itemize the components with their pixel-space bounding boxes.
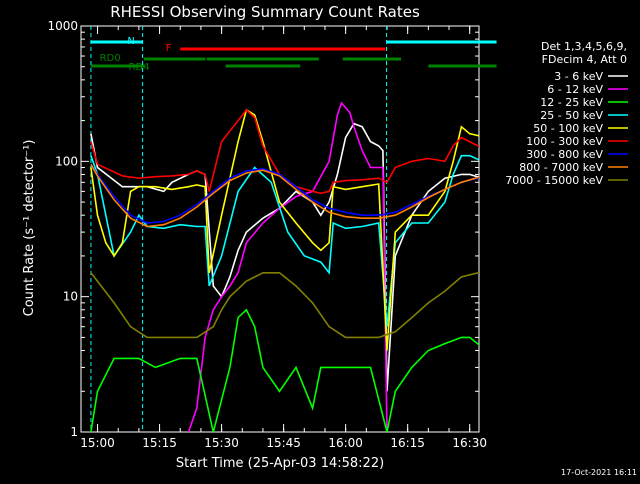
y-tick-label: 10 bbox=[63, 290, 78, 304]
x-axis-label: Start Time (25-Apr-03 14:58:22) bbox=[176, 456, 384, 471]
series-line-4 bbox=[90, 108, 479, 351]
y-tick-label: 100 bbox=[55, 154, 78, 168]
series-line-2 bbox=[90, 308, 479, 432]
y-tick-label: 1000 bbox=[47, 19, 78, 33]
legend-label: 100 - 300 keV bbox=[526, 135, 603, 148]
legend-label: 7000 - 15000 keV bbox=[505, 174, 603, 187]
series-line-6 bbox=[90, 163, 479, 224]
chart-title: RHESSI Observing Summary Count Rates bbox=[110, 3, 420, 21]
legend-header-line-1: Det 1,3,4,5,6,9, bbox=[541, 40, 627, 53]
plot-frame bbox=[80, 25, 480, 433]
y-tick-label: 1 bbox=[70, 425, 78, 439]
legend-label: 12 - 25 keV bbox=[540, 96, 603, 109]
legend-label: 6 - 12 keV bbox=[547, 83, 603, 96]
x-tick-label: 16:30 bbox=[452, 436, 487, 450]
rd0-flag-label: RD0 bbox=[100, 53, 121, 64]
x-tick-label: 15:30 bbox=[204, 436, 239, 450]
series-line-5 bbox=[90, 108, 479, 195]
rd4-flag-label: RD4 bbox=[129, 62, 150, 73]
footer-date: 17-Oct-2021 16:11 bbox=[561, 468, 637, 477]
x-tick-label: 15:45 bbox=[266, 436, 301, 450]
x-tick-label: 16:00 bbox=[328, 436, 363, 450]
legend-label: 800 - 7000 keV bbox=[519, 161, 603, 174]
series-line-8 bbox=[90, 271, 479, 339]
plot-area: 1 10 100 1000 15:00 15:15 15:30 15:45 16:00 16:15… bbox=[47, 19, 497, 450]
legend-label: 25 - 50 keV bbox=[540, 109, 603, 122]
series-line-7 bbox=[90, 163, 479, 228]
x-tick-label: 15:15 bbox=[142, 436, 177, 450]
night-flag-label: N bbox=[127, 36, 134, 47]
y-axis-label: Count Rate (s⁻¹ detector⁻¹) bbox=[22, 140, 37, 317]
series-line-0 bbox=[90, 122, 479, 392]
legend-label: 3 - 6 keV bbox=[554, 70, 603, 83]
x-tick-label: 16:15 bbox=[390, 436, 425, 450]
legend-label: 50 - 100 keV bbox=[533, 122, 603, 135]
legend-label: 300 - 800 keV bbox=[526, 148, 603, 161]
x-tick-label: 15:00 bbox=[80, 436, 115, 450]
legend-header-line-2: FDecim 4, Att 0 bbox=[542, 53, 627, 66]
flare-flag-label: F bbox=[166, 43, 172, 54]
